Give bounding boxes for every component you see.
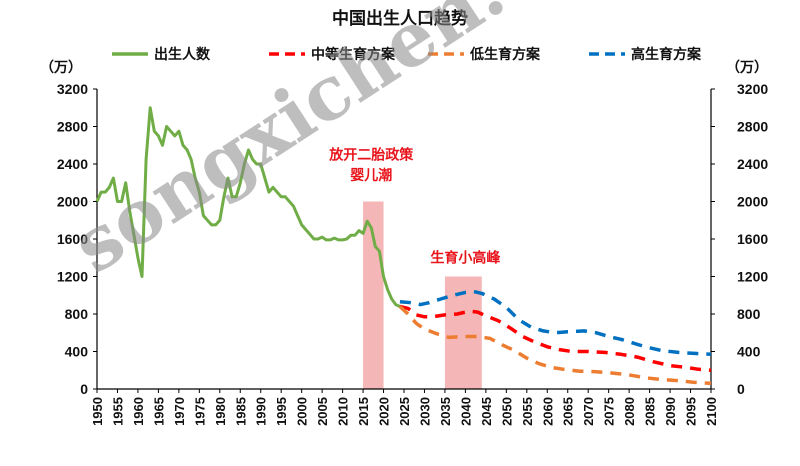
x-tick-label: 2075 bbox=[602, 397, 617, 426]
y-tick-label-right: 2400 bbox=[737, 156, 768, 172]
y-tick-label-left: 1200 bbox=[57, 269, 88, 285]
x-tick-label: 2055 bbox=[520, 397, 535, 426]
annotation-1-line-1: 放开二胎政策 bbox=[328, 146, 414, 163]
x-tick-label: 1965 bbox=[151, 397, 166, 426]
y-tick-label-right: 2800 bbox=[737, 119, 768, 135]
y-tick-label-right: 400 bbox=[737, 344, 761, 360]
y-tick-label-right: 1200 bbox=[737, 269, 768, 285]
x-tick-label: 1990 bbox=[254, 397, 269, 426]
y-tick-label-left: 2800 bbox=[57, 119, 88, 135]
series-line-4 bbox=[399, 289, 712, 357]
x-tick-label: 2050 bbox=[499, 397, 514, 426]
x-tick-label: 2070 bbox=[581, 397, 596, 426]
legend-label-3: 低生育方案 bbox=[469, 46, 541, 63]
highlight-bands bbox=[363, 201, 482, 389]
axes: 0 0 400 400 800 800 1200 1200 1600 1600 2000 2000 24… bbox=[57, 81, 769, 426]
y-tick-label-right: 1600 bbox=[737, 231, 768, 247]
x-tick-label: 2040 bbox=[458, 397, 473, 426]
y-unit-left: （万） bbox=[40, 60, 82, 76]
y-tick-label-left: 800 bbox=[65, 306, 89, 322]
series-line-3 bbox=[398, 305, 712, 386]
x-tick-label: 2020 bbox=[377, 397, 392, 426]
x-tick-label: 2030 bbox=[417, 397, 432, 426]
highlight-band-2 bbox=[444, 276, 482, 389]
x-tick-label: 2065 bbox=[561, 397, 576, 426]
x-tick-label: 1970 bbox=[172, 397, 187, 426]
legend-label-2: 中等生育方案 bbox=[311, 46, 396, 63]
y-unit-right: （万） bbox=[726, 60, 768, 76]
x-tick-label: 2085 bbox=[643, 397, 658, 426]
y-tick-label-right: 0 bbox=[737, 381, 745, 397]
y-tick-label-left: 0 bbox=[80, 381, 88, 397]
x-tick-label: 2060 bbox=[540, 397, 555, 426]
x-tick-label: 1975 bbox=[192, 397, 207, 426]
y-tick-label-left: 3200 bbox=[57, 81, 88, 97]
x-tick-label: 2010 bbox=[336, 397, 351, 426]
annotation-1-line-2: 婴儿潮 bbox=[350, 167, 392, 184]
x-tick-label: 2035 bbox=[438, 397, 453, 426]
x-tick-label: 1950 bbox=[90, 397, 105, 426]
x-tick-label: 2090 bbox=[663, 397, 678, 426]
x-tick-label: 2000 bbox=[295, 397, 310, 426]
series-line-1 bbox=[95, 106, 401, 308]
chart-title: 中国出生人口趋势 bbox=[332, 8, 468, 29]
y-tick-label-right: 2000 bbox=[737, 194, 768, 210]
x-tick-label: 2045 bbox=[479, 397, 494, 426]
series-lines bbox=[95, 106, 712, 386]
y-tick-label-left: 2000 bbox=[57, 194, 88, 210]
x-tick-label: 1995 bbox=[274, 397, 289, 426]
x-tick-label: 2005 bbox=[315, 397, 330, 426]
y-tick-label-right: 3200 bbox=[737, 81, 768, 97]
annotation-2-line-1: 生育小高峰 bbox=[430, 249, 501, 266]
x-tick-label: 2015 bbox=[356, 397, 371, 426]
highlight-band-1 bbox=[363, 201, 384, 389]
x-tick-label: 1985 bbox=[233, 397, 248, 426]
y-tick-label-left: 1600 bbox=[57, 231, 88, 247]
legend-label-4: 高生育方案 bbox=[631, 46, 702, 63]
legend-label-1: 出生人数 bbox=[154, 46, 211, 63]
series-line-2 bbox=[399, 304, 712, 373]
legend: 出生人数 中等生育方案 低生育方案 高生育方案 bbox=[112, 46, 702, 63]
x-tick-label: 2025 bbox=[397, 397, 412, 426]
watermark: songxichen.c bbox=[58, 0, 557, 290]
x-tick-label: 1960 bbox=[131, 397, 146, 426]
y-tick-label-left: 400 bbox=[65, 344, 89, 360]
y-tick-label-left: 2400 bbox=[57, 156, 88, 172]
x-tick-label: 2095 bbox=[684, 397, 699, 426]
y-tick-label-right: 800 bbox=[737, 306, 761, 322]
x-tick-label: 1955 bbox=[110, 397, 125, 426]
x-tick-label: 1980 bbox=[213, 397, 228, 426]
x-tick-label: 2100 bbox=[704, 397, 719, 426]
x-tick-label: 2080 bbox=[622, 397, 637, 426]
